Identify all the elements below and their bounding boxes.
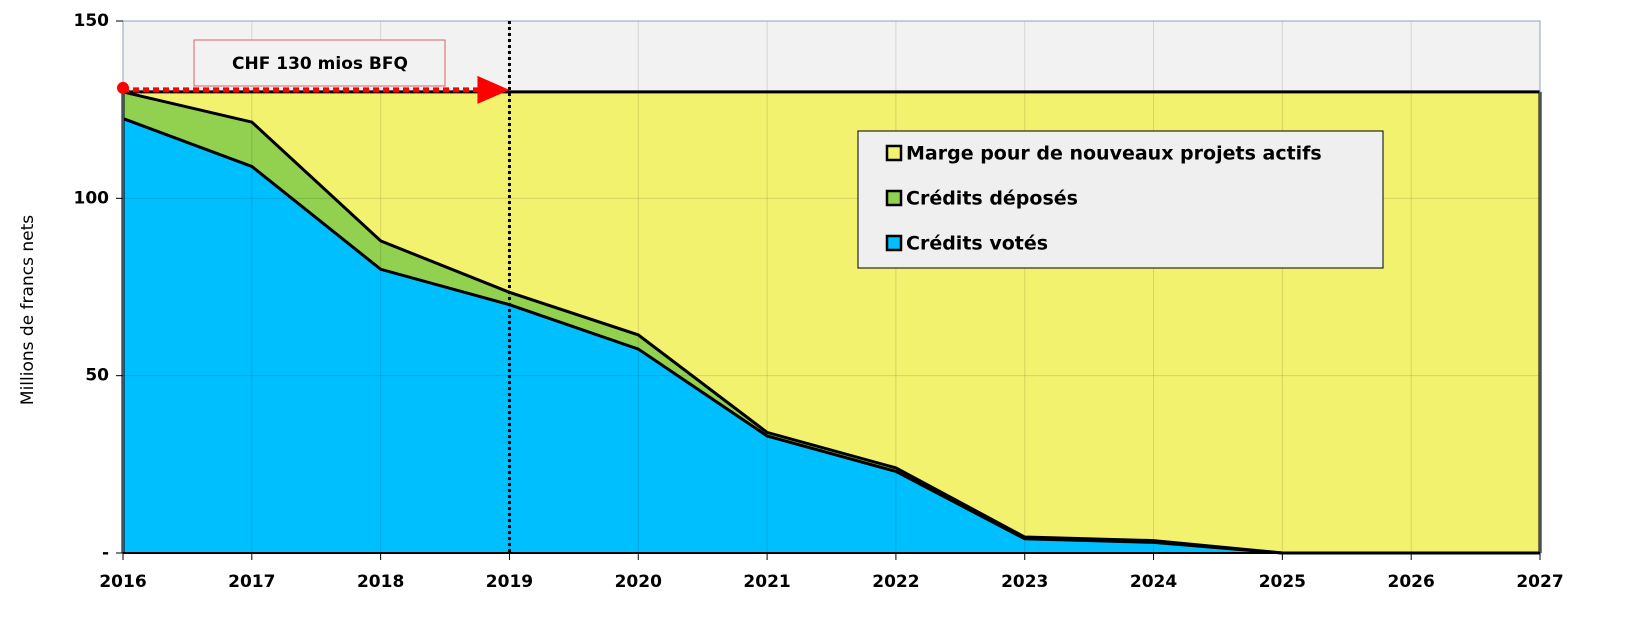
x-tick-label: 2025	[1259, 572, 1306, 592]
area	[123, 91, 1540, 553]
x-tick-label: 2020	[615, 572, 662, 592]
y-tick-label: 150	[74, 11, 110, 31]
x-tick-label: 2027	[1516, 572, 1563, 592]
x-tick-label: 2021	[743, 572, 790, 592]
x-tick-label: 2019	[486, 572, 533, 592]
x-tick-label: 2017	[228, 572, 275, 592]
legend-label: Marge pour de nouveaux projets actifs	[906, 143, 1322, 165]
legend-swatch	[885, 189, 903, 207]
y-tick-label: 100	[74, 188, 110, 208]
annotation-start	[117, 81, 129, 94]
annotation-box	[193, 39, 446, 87]
x-tick-label: 2024	[1130, 572, 1177, 592]
annotation-arrowhead	[477, 75, 510, 104]
legend-box	[857, 130, 1384, 269]
x-tick-label: 2026	[1388, 572, 1435, 592]
x-tick-label: 2023	[1001, 572, 1048, 592]
y-tick-label: 50	[85, 366, 109, 386]
y-axis-label: Millions de francs nets	[18, 215, 38, 405]
x-tick-label: 2022	[872, 572, 919, 592]
x-tick-label: 2018	[357, 572, 404, 592]
legend-label: Crédits votés	[906, 233, 1048, 255]
area	[123, 118, 1540, 554]
legend-swatch	[885, 234, 903, 252]
legend-swatch	[885, 144, 903, 162]
y-tick-label: -	[102, 543, 109, 563]
x-tick-label: 2016	[99, 572, 146, 592]
legend-label: Crédits déposés	[906, 188, 1078, 210]
annotation-text: CHF 130 mios BFQ	[232, 54, 408, 74]
